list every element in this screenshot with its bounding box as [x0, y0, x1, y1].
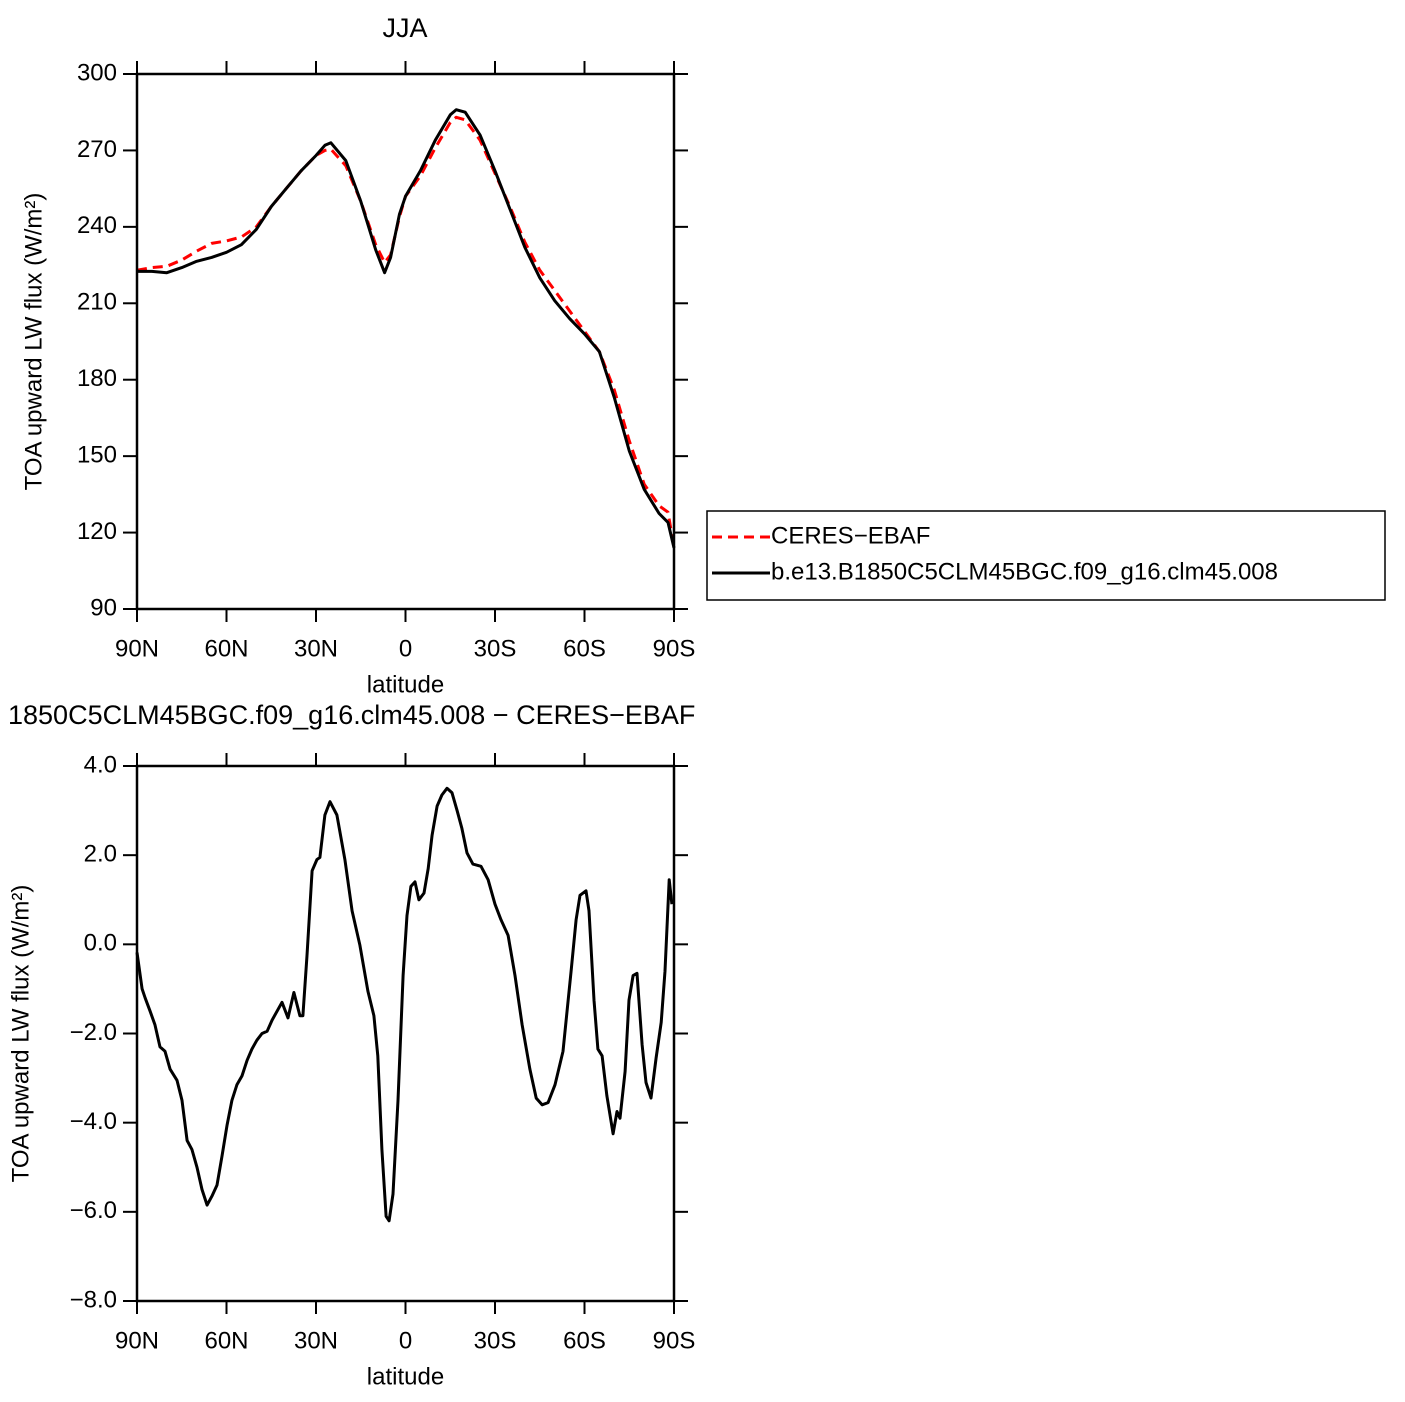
- chart-title: 1850C5CLM45BGC.f09_g16.clm45.008 − CERES…: [8, 700, 695, 730]
- x-tick-label: 60N: [204, 635, 248, 662]
- y-tick-label: 180: [77, 365, 117, 392]
- y-tick-label: 150: [77, 441, 117, 468]
- legend-label: b.e13.B1850C5CLM45BGC.f09_g16.clm45.008: [771, 558, 1278, 585]
- y-tick-label: −2.0: [70, 1019, 117, 1046]
- x-tick-label: 60N: [204, 1327, 248, 1354]
- plot-frame: [135, 764, 676, 1303]
- data-line: [137, 108, 676, 549]
- y-tick-label: 90: [90, 594, 117, 621]
- x-tick-label: 90N: [115, 1327, 159, 1354]
- y-tick-label: 270: [77, 136, 117, 163]
- x-tick-label: 0: [399, 1327, 412, 1354]
- y-tick-label: 4.0: [84, 751, 117, 778]
- x-tick-label: 30N: [294, 635, 338, 662]
- x-tick-label: 90S: [653, 1327, 696, 1354]
- x-axis-label: latitude: [367, 1363, 444, 1390]
- y-axis-label: TOA upward LW flux (W/m²): [20, 193, 47, 491]
- y-tick-label: 0.0: [84, 930, 117, 957]
- y-tick-label: 120: [77, 518, 117, 545]
- x-axis-label: latitude: [367, 671, 444, 698]
- legend-label: CERES−EBAF: [771, 522, 930, 549]
- x-tick-label: 30S: [474, 1327, 517, 1354]
- data-line: [136, 115, 676, 549]
- x-tick-label: 60S: [563, 1327, 606, 1354]
- chart-title: JJA: [382, 13, 427, 43]
- y-tick-label: 210: [77, 289, 117, 316]
- x-tick-label: 90S: [653, 635, 696, 662]
- y-axis-label: TOA upward LW flux (W/m²): [7, 885, 34, 1183]
- x-tick-label: 90N: [115, 635, 159, 662]
- legend-box: [706, 510, 1386, 601]
- y-tick-label: −4.0: [70, 1108, 117, 1135]
- y-tick-label: −6.0: [70, 1197, 117, 1224]
- x-tick-label: 0: [399, 635, 412, 662]
- data-line: [135, 786, 674, 1223]
- x-tick-label: 30S: [474, 635, 517, 662]
- x-tick-label: 30N: [294, 1327, 338, 1354]
- y-tick-label: 240: [77, 212, 117, 239]
- y-tick-label: 2.0: [84, 841, 117, 868]
- y-tick-label: 300: [77, 59, 117, 86]
- x-tick-label: 60S: [563, 635, 606, 662]
- plot-frame: [135, 72, 676, 611]
- y-tick-label: −8.0: [70, 1286, 117, 1313]
